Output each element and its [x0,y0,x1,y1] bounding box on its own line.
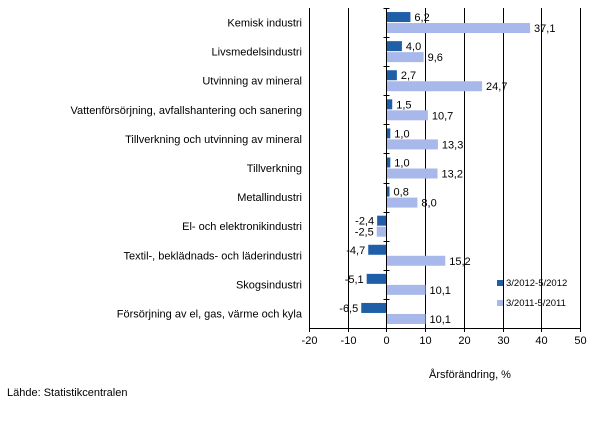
bar-s2-10 [386,313,426,324]
value-label-s2-4: 13,3 [442,139,463,151]
value-label-s1-8: -4,7 [346,245,365,257]
category-label-9: Skogsindustri [236,279,302,291]
value-label-s2-0: 37,1 [534,23,555,35]
bar-s2-1 [386,52,424,63]
legend-label-1: 3/2012-5/2012 [506,278,567,289]
value-label-s1-3: 1,5 [396,99,411,111]
bar-s1-4 [386,128,391,139]
value-label-s1-4: 1,0 [394,128,409,140]
bar-s1-0 [386,12,411,23]
category-label-7: El- och elektronikindustri [182,221,302,233]
value-label-s1-9: -5,1 [345,274,364,286]
bar-s1-8 [368,244,387,255]
category-label-0: Kemisk industri [227,18,302,30]
value-label-s2-1: 9,6 [428,52,443,64]
legend: 3/2012-5/2012 3/2011-5/2011 [497,278,567,309]
legend-swatch-1 [497,280,503,286]
value-label-s1-0: 6,2 [414,12,429,24]
bars [361,12,531,324]
bar-s2-4 [386,139,438,150]
category-label-8: Textil-, beklädnads- och läderindustri [123,250,302,262]
x-tick-label-1: -10 [341,335,357,347]
bar-s1-3 [386,99,393,110]
category-labels: Kemisk industri Livsmedelsindustri Utvinni… [70,18,302,321]
value-label-s1-10: -6,5 [339,303,358,315]
value-label-s1-7: -2,4 [355,216,374,228]
source-note: Lähde: Statistikcentralen [7,387,128,399]
category-label-3: Vattenförsörjning, avfallshantering och … [70,105,302,117]
bar-s2-6 [386,197,418,208]
bar-s1-7 [377,215,387,226]
legend-swatch-2 [497,300,503,306]
x-axis-label: Årsförändring, % [429,368,511,381]
bar-s2-3 [386,110,428,121]
value-label-s2-5: 13,2 [442,169,463,181]
value-label-s2-3: 10,7 [432,110,453,122]
value-label-s2-8: 15,2 [449,256,470,268]
bar-s1-10 [361,302,387,313]
bar-s1-2 [386,70,397,81]
bar-s1-6 [386,186,390,197]
x-tick-label-0: -20 [302,335,318,347]
x-tick-label-5: 30 [497,335,509,347]
bar-s2-8 [386,255,446,266]
category-label-1: Livsmedelsindustri [212,47,302,59]
category-label-10: Försörjning av el, gas, värme och kyla [117,308,303,320]
value-label-s2-9: 10,1 [430,285,451,297]
x-tick-label-2: 0 [383,335,389,347]
bar-s1-5 [386,157,391,168]
x-tick-labels: -20 -10 0 10 20 30 40 50 [302,335,587,347]
category-label-2: Utvinning av mineral [202,76,302,88]
bar-s1-9 [366,273,387,284]
axes [309,8,581,332]
bar-s2-7 [376,226,387,237]
category-label-6: Metallindustri [237,192,302,204]
category-label-4: Tillverkning och utvinning av mineral [125,134,302,146]
value-label-s2-10: 10,1 [430,314,451,326]
value-label-s2-2: 24,7 [486,81,507,93]
bar-s2-5 [386,168,438,179]
legend-label-2: 3/2011-5/2011 [506,298,566,309]
value-label-s1-5: 1,0 [394,158,409,170]
category-label-5: Tillverkning [247,163,302,175]
value-label-s1-1: 4,0 [406,41,421,53]
bar-s2-0 [386,23,531,34]
bar-s1-1 [386,41,402,52]
value-labels: 6,2 37,1 4,0 9,6 2,7 24,7 1,5 10,7 1,0 13,3 1,0 13,… [339,12,555,326]
x-tick-label-4: 20 [458,335,470,347]
bar-s2-2 [386,81,483,92]
x-tick-label-3: 10 [419,335,431,347]
x-tick-label-6: 40 [535,335,547,347]
grid-lines [309,8,581,328]
value-label-s1-2: 2,7 [401,70,416,82]
value-label-s1-6: 0,8 [394,187,409,199]
bar-s2-9 [386,284,426,295]
value-label-s2-6: 8,0 [421,198,436,210]
x-tick-label-7: 50 [574,335,586,347]
value-label-s2-7: -2,5 [355,227,374,239]
